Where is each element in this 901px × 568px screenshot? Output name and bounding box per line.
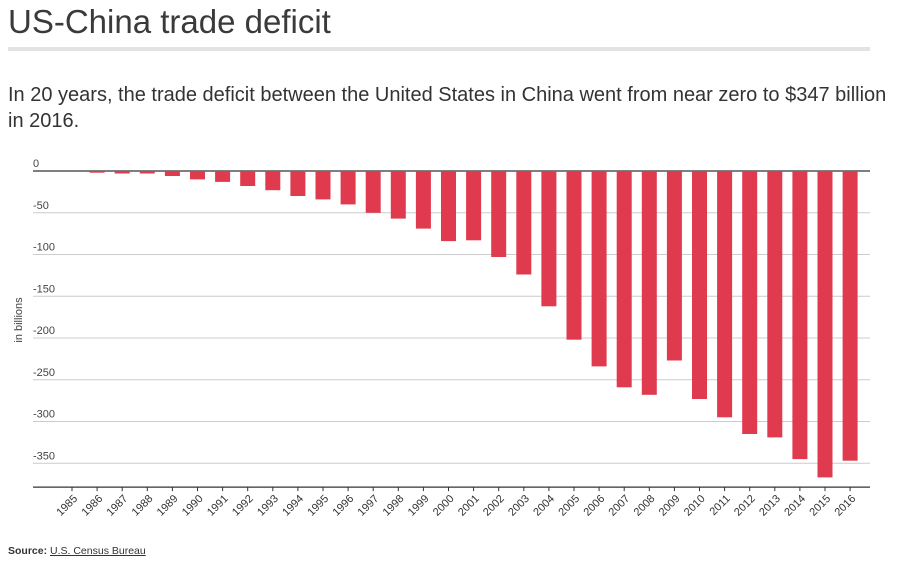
bars xyxy=(89,171,858,478)
bar-2002 xyxy=(491,171,507,257)
y-tick-label: -200 xyxy=(33,325,55,337)
x-tick-label: 2010 xyxy=(682,493,708,519)
x-tick-label: 2004 xyxy=(531,493,557,519)
x-tick-label: 1992 xyxy=(230,493,256,519)
bar-2009 xyxy=(666,171,682,361)
y-tick-label: -250 xyxy=(33,367,55,379)
x-tick-label: 1994 xyxy=(280,493,306,519)
bar-2000 xyxy=(441,171,456,242)
x-tick-label: 2011 xyxy=(708,493,733,518)
x-tick-label: 2006 xyxy=(581,493,607,519)
bar-chart: 0-50-100-150-200-250-300-350 1985 1986 198… xyxy=(13,158,870,519)
bar-2012 xyxy=(742,171,758,434)
bar-2011 xyxy=(717,171,733,418)
y-tick-labels: 0 -50 -100 -150 -200 -250 -300 -350 xyxy=(33,158,55,462)
bar-1998 xyxy=(390,171,406,219)
x-tick-label: 2003 xyxy=(506,493,532,519)
bar-1995 xyxy=(315,171,331,200)
bar-2008 xyxy=(641,171,657,395)
x-tick-label: 2007 xyxy=(607,493,633,519)
x-tick-label: 2005 xyxy=(556,493,582,519)
bar-2016 xyxy=(842,171,858,461)
x-tick-label: 1998 xyxy=(381,493,407,519)
title-divider xyxy=(8,47,870,51)
bar-2007 xyxy=(616,171,632,388)
y-tick-label: -100 xyxy=(33,242,55,254)
x-tick-label: 1985 xyxy=(54,493,80,519)
x-tick-label: 1993 xyxy=(255,493,281,519)
x-tick-label: 2012 xyxy=(732,493,758,519)
bar-1987 xyxy=(114,171,130,174)
y-axis-label: in billions xyxy=(13,297,25,343)
x-tick-label: 2015 xyxy=(807,493,833,519)
x-tick-label: 2014 xyxy=(782,493,808,519)
x-tick-label: 1988 xyxy=(130,493,156,519)
bar-1991 xyxy=(215,171,231,182)
bar-2006 xyxy=(591,171,607,367)
x-tick-label: 1987 xyxy=(105,493,131,519)
bar-2001 xyxy=(466,171,482,241)
y-tick-label: -150 xyxy=(33,283,55,295)
bar-1992 xyxy=(240,171,256,186)
x-tick-label: 1996 xyxy=(330,493,356,519)
x-tick-label: 1986 xyxy=(79,493,105,519)
x-tick-label: 1990 xyxy=(180,493,206,519)
bar-2003 xyxy=(516,171,532,275)
x-tick-label: 2013 xyxy=(757,493,783,519)
bar-1993 xyxy=(265,171,281,191)
x-tick-label: 1991 xyxy=(205,493,231,519)
bar-1989 xyxy=(164,171,180,176)
x-tick-label: 2009 xyxy=(657,493,683,519)
bar-2013 xyxy=(767,171,783,438)
x-tick-label: 1995 xyxy=(305,493,331,519)
bar-2005 xyxy=(566,171,582,340)
x-tick-label: 2008 xyxy=(632,493,658,519)
source-label: Source: xyxy=(8,545,48,557)
bar-2014 xyxy=(792,171,808,460)
bar-1997 xyxy=(365,171,381,213)
x-tick-label: 2016 xyxy=(832,493,858,519)
bar-1999 xyxy=(415,171,431,229)
bar-1990 xyxy=(190,171,205,180)
x-tick-labels: 1985 1986 1987 1988 1989 1990 1991 1992 1993 1994… xyxy=(54,487,858,519)
x-tick-label: 2001 xyxy=(456,493,482,519)
x-tick-label: 1997 xyxy=(356,493,382,519)
grid-lines xyxy=(33,170,870,488)
y-tick-label: -300 xyxy=(33,409,55,421)
y-tick-label: -50 xyxy=(33,200,49,212)
chart-subtitle: In 20 years, the trade deficit between t… xyxy=(8,84,887,132)
bar-2015 xyxy=(817,171,833,478)
x-tick-label: 2000 xyxy=(431,493,457,519)
bar-1996 xyxy=(340,171,356,205)
y-tick-label: 0 xyxy=(33,158,39,170)
x-tick-label: 1989 xyxy=(155,493,181,519)
bar-2010 xyxy=(692,171,707,399)
y-tick-label: -350 xyxy=(33,450,55,462)
source-note: Source: U.S. Census Bureau xyxy=(8,545,146,557)
bar-1988 xyxy=(139,171,155,174)
x-tick-label: 2002 xyxy=(481,493,507,519)
bar-1994 xyxy=(290,171,306,196)
bar-1986 xyxy=(89,171,105,173)
x-tick-label: 1999 xyxy=(406,493,432,519)
bar-2004 xyxy=(541,171,557,307)
chart-title: US-China trade deficit xyxy=(8,3,331,40)
source-link[interactable]: U.S. Census Bureau xyxy=(50,545,146,557)
